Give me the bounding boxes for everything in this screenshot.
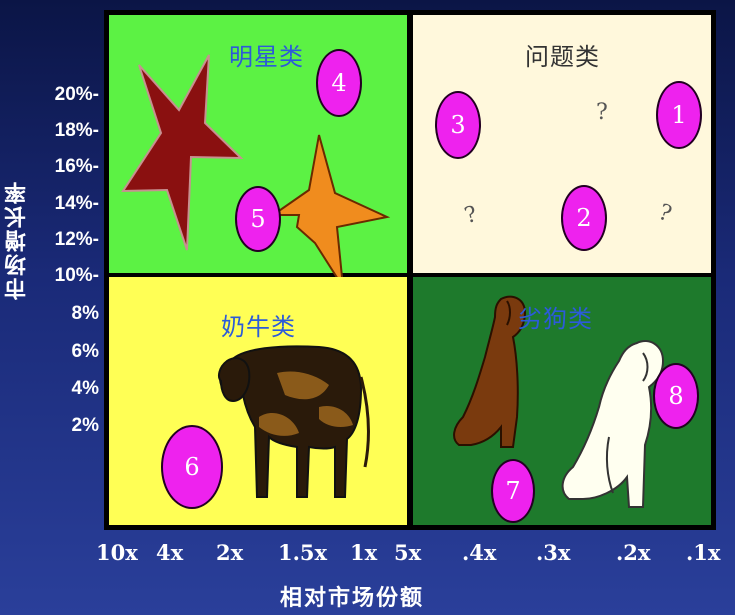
question-quadrant-label: 问题类 [525, 43, 600, 71]
question-quadrant: 问题类 3 1 2 ? ? ? [413, 15, 711, 273]
business-bubble-3: 3 [435, 91, 481, 159]
business-bubble-8: 8 [653, 363, 699, 429]
y-tick: 8% [71, 303, 99, 324]
y-tick: 2% [71, 415, 99, 436]
business-bubble-1: 1 [656, 81, 702, 149]
y-tick: 16%- [54, 156, 99, 177]
star-quadrant-label: 明星类 [229, 43, 304, 71]
y-tick: 14%- [54, 193, 99, 214]
business-bubble-6: 6 [161, 425, 223, 509]
business-bubble-5: 5 [235, 186, 281, 252]
y-tick: 6% [71, 341, 99, 362]
dog-quadrant-label: 劣狗类 [518, 305, 593, 333]
y-tick: 12%- [54, 229, 99, 250]
y-tick: 18%- [54, 120, 99, 141]
dog-quadrant: 劣狗类 8 7 [413, 277, 711, 525]
star-quadrant: 明星类 4 5 [109, 15, 407, 288]
bcg-matrix: 明星类 4 5 问题类 3 1 2 ? ? ? 奶牛类 6 [104, 10, 716, 530]
question-mark-icon: ? [461, 201, 480, 230]
x-tick: .1x [686, 540, 721, 565]
y-tick: 10%- [54, 265, 99, 286]
cashcow-quadrant: 奶牛类 6 [109, 277, 407, 525]
business-bubble-2: 2 [561, 185, 607, 251]
x-tick: .4x [462, 540, 497, 565]
question-mark-icon: ? [655, 199, 675, 228]
business-bubble-7: 7 [491, 459, 535, 523]
x-tick: 4x [156, 540, 184, 565]
x-tick: 1x [350, 540, 378, 565]
x-tick: 10x [96, 540, 138, 565]
question-mark-icon: ? [596, 100, 608, 125]
x-axis-title: 相对市场份额 [280, 586, 425, 611]
business-bubble-4: 4 [316, 49, 362, 117]
x-tick: .2x [616, 540, 651, 565]
cashcow-quadrant-label: 奶牛类 [221, 313, 296, 341]
star-icon [121, 54, 391, 288]
x-tick: 1.5x [278, 540, 328, 565]
y-axis-title: 市场增长率 [5, 180, 30, 300]
y-tick: 20%- [54, 84, 99, 105]
y-tick: 4% [71, 378, 99, 399]
x-tick: 2x [216, 540, 244, 565]
x-tick: .3x [536, 540, 571, 565]
cow-icon [218, 345, 370, 498]
x-tick: 5x [394, 540, 422, 565]
